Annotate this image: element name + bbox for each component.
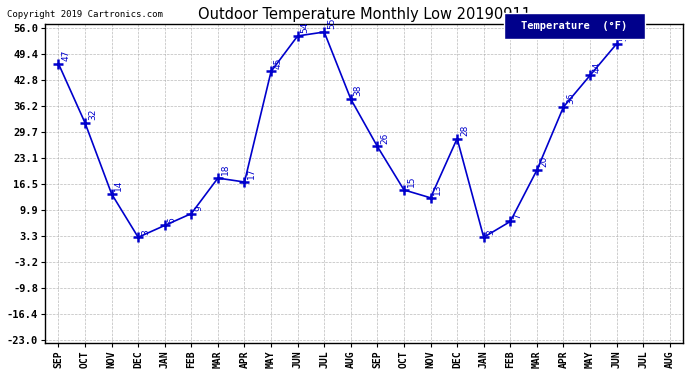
Text: 6: 6	[168, 217, 177, 223]
Text: 55: 55	[327, 18, 336, 29]
Text: 47: 47	[61, 50, 70, 61]
Text: 26: 26	[380, 132, 389, 144]
Text: 18: 18	[221, 164, 230, 175]
Text: 45: 45	[274, 57, 283, 69]
Text: 15: 15	[406, 176, 416, 187]
Text: 7: 7	[513, 213, 522, 219]
Text: 3: 3	[486, 229, 495, 234]
Text: Copyright 2019 Cartronics.com: Copyright 2019 Cartronics.com	[7, 10, 163, 19]
Text: 32: 32	[88, 109, 97, 120]
Text: 44: 44	[593, 62, 602, 73]
Text: 28: 28	[460, 124, 469, 136]
Text: 3: 3	[141, 229, 150, 234]
Text: 36: 36	[566, 93, 575, 104]
Text: 52: 52	[620, 30, 629, 41]
Text: 20: 20	[540, 156, 549, 167]
Text: 54: 54	[300, 22, 309, 33]
Text: 17: 17	[247, 168, 256, 179]
Text: 38: 38	[353, 85, 362, 96]
Text: 14: 14	[115, 180, 124, 191]
Text: Temperature  (°F): Temperature (°F)	[522, 21, 627, 31]
Text: 9: 9	[194, 205, 203, 211]
Title: Outdoor Temperature Monthly Low 20190911: Outdoor Temperature Monthly Low 20190911	[197, 7, 531, 22]
Text: 13: 13	[433, 183, 442, 195]
